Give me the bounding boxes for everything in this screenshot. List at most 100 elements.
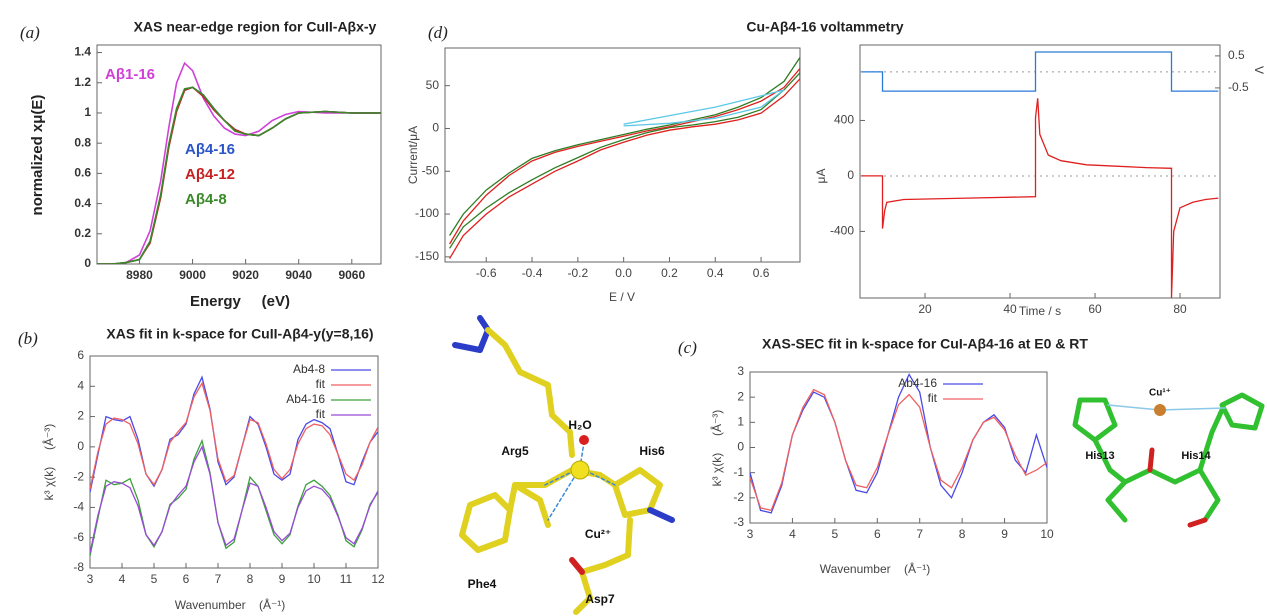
residue-label: Phe4 [468, 577, 497, 591]
y-tick-label: -400 [830, 224, 854, 238]
y-tick-label: 2 [77, 409, 84, 423]
y-tick-label: -2 [733, 490, 744, 504]
legend-label: Aβ4-8 [185, 191, 227, 208]
panel-label: (a) [20, 23, 40, 42]
x-axis-label: Time / s [1019, 304, 1061, 318]
y2-axis-label: V [1252, 66, 1266, 74]
y-tick-label: 4 [77, 378, 84, 392]
x-axis-label: E / V [609, 290, 635, 304]
x-tick-label: -0.2 [567, 266, 588, 280]
x-tick-label: 7 [215, 572, 222, 586]
x-tick-label: 12 [371, 572, 385, 586]
legend-label: Ab4-8 [293, 362, 325, 376]
y-tick-label: 6 [77, 348, 84, 362]
x-tick-label: 6 [183, 572, 190, 586]
x-tick-label: 9060 [338, 268, 365, 282]
x-tick-label: -0.4 [522, 266, 543, 280]
y-axis-label: k³ χ(k) (Å⁻³) [709, 410, 724, 487]
x-tick-label: 0.4 [707, 266, 724, 280]
legend-label: fit [316, 407, 326, 421]
y-axis-label: μA [814, 169, 828, 184]
y-axis-label: k³ χ(k) (Å⁻³) [41, 424, 56, 501]
y-tick-label: -3 [733, 515, 744, 529]
x-tick-label: 5 [151, 572, 158, 586]
residue-label: His13 [1085, 450, 1114, 462]
x-tick-label: 0.0 [615, 266, 632, 280]
x-tick-label: 6 [874, 527, 881, 541]
y-tick-label: 0 [432, 121, 439, 135]
legend-label: Aβ1-16 [105, 66, 155, 83]
x-tick-label: 60 [1088, 302, 1102, 316]
legend-label: Aβ4-16 [185, 141, 235, 158]
y-tick-label: -4 [73, 500, 84, 514]
legend-label: Ab4-16 [286, 392, 325, 406]
molecule-label: H₂O [568, 418, 591, 432]
y-tick-label: 1.4 [74, 45, 91, 59]
y-tick-label: -100 [415, 206, 439, 220]
y-tick-label: -6 [73, 530, 84, 544]
x-tick-label: 10 [1040, 527, 1054, 541]
y-axis-label: normalized xμ(E) [29, 95, 46, 216]
residue-label: His14 [1181, 450, 1211, 462]
residue-label: His6 [639, 444, 665, 458]
y-tick-label: -8 [73, 560, 84, 574]
residue-label: Asp7 [585, 592, 615, 606]
panel-label: (d) [428, 23, 448, 42]
y-tick-label: 1.2 [74, 75, 91, 89]
y-tick-label: 400 [834, 113, 854, 127]
x-tick-label: 80 [1173, 302, 1187, 316]
legend-label: fit [316, 377, 326, 391]
x-tick-label: 9 [1001, 527, 1008, 541]
x-tick-label: 10 [307, 572, 321, 586]
legend-label: fit [928, 391, 938, 405]
y-tick-label: -50 [422, 163, 440, 177]
y-tick-label: -2 [73, 469, 84, 483]
panel-label: (b) [18, 329, 38, 348]
x-tick-label: 9020 [232, 268, 259, 282]
y-tick-label: 3 [737, 364, 744, 378]
y-tick-label: 1 [737, 415, 744, 429]
ion-label: Cu¹⁺ [1149, 388, 1171, 399]
y-tick-label: 0.8 [74, 135, 91, 149]
residue-label: Arg5 [501, 444, 529, 458]
x-tick-label: -0.6 [476, 266, 497, 280]
y-tick-label: 0 [84, 256, 91, 270]
panel-label: (c) [678, 338, 697, 357]
x-tick-label: 7 [916, 527, 923, 541]
x-tick-label: 3 [747, 527, 754, 541]
x-axis-label: Wavenumber (Å⁻¹) [175, 597, 286, 612]
y-tick-label: 0.2 [74, 226, 91, 240]
x-tick-label: 3 [87, 572, 94, 586]
legend-label: Aβ4-12 [185, 166, 235, 183]
chart-title: Cu-Aβ4-16 voltammetry [746, 19, 903, 35]
y-tick-label: 1 [84, 105, 91, 119]
x-tick-label: 11 [340, 572, 353, 586]
x-tick-label: 8980 [126, 268, 153, 282]
x-axis-label: Energy (eV) [190, 293, 290, 310]
x-tick-label: 9000 [179, 268, 206, 282]
y-tick-label: 0 [737, 440, 744, 454]
y-tick-label: 0 [77, 439, 84, 453]
y-tick-label: 0.6 [74, 166, 91, 180]
legend-label: Ab4-16 [898, 376, 937, 390]
x-tick-label: 9040 [285, 268, 312, 282]
y2-tick-label: 0.5 [1228, 48, 1245, 62]
x-tick-label: 40 [1003, 302, 1017, 316]
x-tick-label: 9 [279, 572, 286, 586]
y-tick-label: 2 [737, 389, 744, 403]
x-tick-label: 0.6 [753, 266, 770, 280]
x-tick-label: 20 [918, 302, 932, 316]
y-tick-label: -150 [415, 249, 439, 263]
ion-label: Cu²⁺ [585, 527, 611, 541]
y2-tick-label: -0.5 [1228, 80, 1249, 94]
x-tick-label: 5 [832, 527, 839, 541]
x-tick-label: 4 [789, 527, 796, 541]
x-tick-label: 0.2 [661, 266, 678, 280]
x-tick-label: 4 [119, 572, 126, 586]
x-tick-label: 8 [247, 572, 254, 586]
y-tick-label: 50 [426, 78, 440, 92]
chart-title: XAS near-edge region for CuII-Aβx-y [134, 19, 377, 35]
x-axis-label: Wavenumber (Å⁻¹) [820, 561, 931, 576]
y-axis-label: Current/μA [406, 126, 420, 184]
y-tick-label: 0.4 [74, 196, 91, 210]
